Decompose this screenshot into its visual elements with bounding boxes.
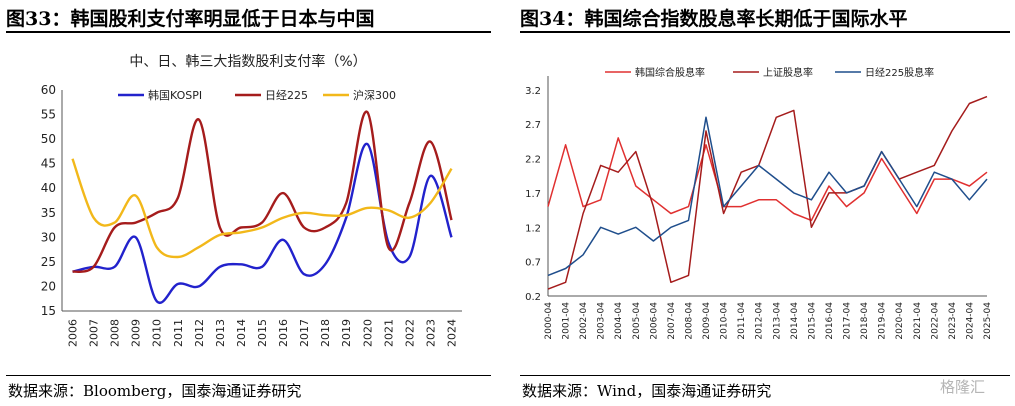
right-figure-title: 图34：韩国综合指数股息率长期低于国际水平: [520, 8, 908, 30]
watermark-logo: 格隆汇: [940, 378, 986, 396]
x-tick-label: 2021-04: [913, 302, 923, 340]
x-tick-label: 2020: [361, 319, 374, 347]
x-tick-label: 2016-04: [825, 302, 835, 340]
y-tick-label: 20: [41, 279, 56, 293]
x-tick-label: 2009-04: [702, 302, 712, 340]
x-tick-label: 2015: [256, 319, 269, 347]
right-title-rule: [520, 31, 1010, 33]
x-tick-label: 2018: [319, 319, 332, 347]
series-line: [72, 110, 453, 273]
legend-label: 韩国KOSPI: [148, 88, 202, 102]
y-tick-label: 0.7: [525, 258, 541, 269]
x-tick-label: 2012-04: [755, 302, 765, 340]
y-tick-label: 0.2: [525, 292, 541, 303]
x-tick-label: 2022: [403, 319, 416, 347]
x-tick-label: 2014-04: [790, 302, 800, 340]
x-tick-label: 2024: [445, 319, 458, 347]
y-tick-label: 55: [41, 108, 56, 122]
right-source: 数据来源：Wind，国泰海通证券研究: [522, 382, 772, 400]
series-line: [72, 142, 453, 304]
x-tick-label: 2024-04: [965, 302, 975, 340]
y-tick-label: 50: [41, 132, 56, 146]
x-tick-label: 2018-04: [860, 302, 870, 340]
y-tick-label: 2.7: [525, 120, 541, 131]
x-tick-label: 2019-04: [878, 302, 888, 340]
y-tick-label: 25: [41, 255, 56, 269]
x-tick-label: 2014: [235, 319, 248, 347]
x-tick-label: 2015-04: [807, 302, 817, 340]
y-tick-label: 30: [41, 230, 56, 244]
x-tick-label: 2008-04: [684, 302, 694, 340]
series-line: [547, 95, 988, 290]
x-tick-label: 2007-04: [667, 302, 677, 340]
x-tick-label: 2020-04: [895, 302, 905, 340]
x-tick-label: 2009: [130, 319, 143, 347]
legend-label: 沪深300: [353, 88, 396, 102]
x-tick-label: 2006-04: [649, 302, 659, 340]
y-tick-label: 1.2: [525, 223, 541, 234]
x-tick-label: 2011-04: [737, 302, 747, 340]
x-tick-label: 2008: [109, 319, 122, 347]
y-tick-label: 2.2: [525, 155, 541, 166]
x-tick-label: 2012: [193, 319, 206, 347]
x-tick-label: 2021: [382, 319, 395, 347]
right-chart: 0.2 0.7 1.2 1.7 2.2 2.7 3.2 2000-04 2001-04 2002-…: [525, 66, 993, 340]
x-tick-label: 2016: [277, 319, 290, 347]
left-figure-title: 图33：韩国股利支付率明显低于日本与中国: [6, 8, 375, 30]
x-tick-label: 2011: [172, 319, 185, 347]
series-line: [547, 116, 988, 277]
chart-title: 中、日、韩三大指数股利支付率（%）: [129, 53, 366, 70]
legend-label: 日经225: [265, 89, 308, 102]
y-tick-label: 35: [41, 206, 56, 220]
y-tick-label: 15: [41, 304, 56, 318]
y-tick-label: 3.2: [525, 86, 541, 97]
y-tick-label: 40: [41, 181, 56, 195]
x-tick-label: 2000-04: [544, 302, 554, 340]
x-tick-label: 2002-04: [579, 302, 589, 340]
x-tick-label: 2010-04: [720, 302, 730, 340]
legend-label: 韩国综合股息率: [635, 66, 705, 79]
x-tick-label: 2023: [424, 319, 437, 347]
x-tick-label: 2006: [67, 319, 80, 347]
right-source-rule: [520, 375, 1010, 376]
x-tick-label: 2017-04: [843, 302, 853, 340]
legend-label: 上证股息率: [763, 66, 813, 79]
left-chart: 中、日、韩三大指数股利支付率（%） 15 20 25 30 35 40 45 50 55 60 200…: [41, 53, 462, 347]
x-tick-label: 2025-04: [983, 302, 993, 340]
y-tick-label: 60: [41, 83, 56, 97]
left-source: 数据来源：Bloomberg，国泰海通证券研究: [8, 382, 302, 400]
x-tick-label: 2022-04: [930, 302, 940, 340]
left-source-rule: [6, 375, 491, 376]
legend-label: 日经225股息率: [865, 66, 934, 79]
x-tick-label: 2013-04: [772, 302, 782, 340]
x-tick-label: 2010: [151, 319, 164, 347]
y-tick-label: 45: [41, 157, 56, 171]
x-tick-label: 2023-04: [948, 302, 958, 340]
series-line: [71, 158, 453, 259]
x-tick-label: 2017: [298, 319, 311, 347]
left-title-rule: [6, 31, 491, 33]
x-tick-label: 2005-04: [632, 302, 642, 340]
x-tick-label: 2001-04: [562, 302, 572, 340]
x-tick-label: 2003-04: [597, 302, 607, 340]
x-tick-label: 2004-04: [614, 302, 624, 340]
x-tick-label: 2013: [214, 319, 227, 347]
x-tick-label: 2007: [88, 319, 101, 347]
series-line: [547, 137, 988, 222]
y-tick-label: 1.7: [525, 189, 541, 200]
x-tick-label: 2019: [340, 319, 353, 347]
